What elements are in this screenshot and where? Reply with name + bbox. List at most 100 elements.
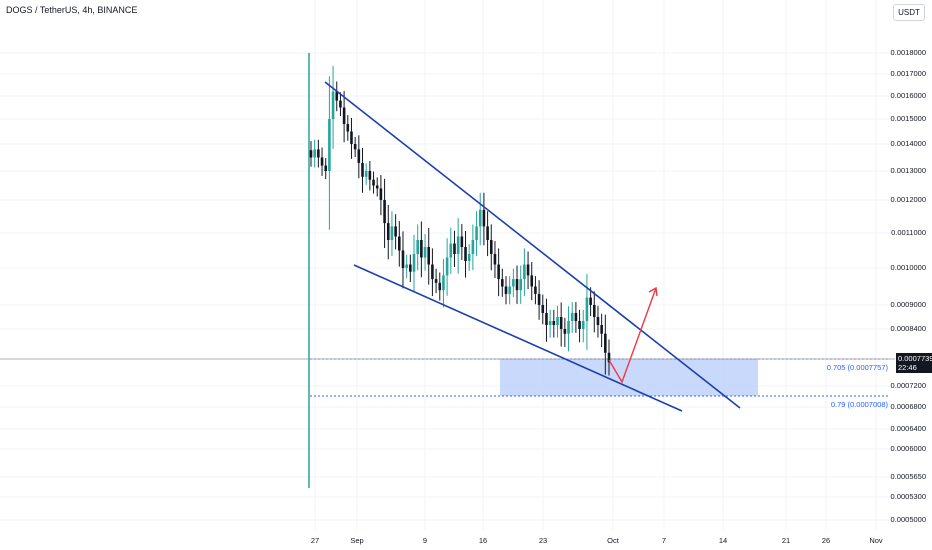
candle-body	[501, 279, 504, 287]
price-tick-label: 0.0005000	[890, 515, 926, 524]
time-tick-label: 23	[538, 536, 548, 545]
candle-body	[523, 264, 526, 280]
candle-body	[357, 149, 361, 163]
candle-body	[563, 329, 567, 334]
candle-body	[379, 188, 383, 200]
candle-body	[412, 254, 416, 272]
time-tick-label: 26	[821, 536, 831, 545]
candle-body	[596, 317, 600, 325]
current-price-value: 0.0007739	[898, 354, 932, 363]
price-tick-label: 0.0007200	[890, 381, 926, 390]
candle-body	[324, 165, 328, 171]
candle-body	[401, 250, 405, 268]
candle-body	[434, 279, 438, 283]
candle-body	[534, 286, 537, 294]
upper-trendline[interactable]	[324, 81, 741, 409]
candle-body	[526, 264, 530, 276]
price-tick-label: 0.0016000	[890, 91, 926, 100]
candle-body	[375, 185, 379, 189]
candle-body	[504, 286, 508, 294]
candle-body	[431, 264, 434, 280]
candle-body	[475, 226, 478, 240]
candle-body	[317, 149, 320, 158]
candle-body	[567, 321, 570, 334]
candle-body	[320, 157, 324, 166]
candle-body	[508, 286, 511, 294]
candle-body	[386, 223, 390, 240]
candle-body	[589, 297, 592, 305]
projection-arrow	[608, 287, 657, 384]
candle-body	[416, 240, 419, 254]
candle-body	[405, 264, 408, 268]
candle-body	[519, 279, 523, 291]
candle-body	[309, 150, 313, 158]
candle-body	[478, 209, 482, 227]
candle-body	[427, 247, 431, 265]
price-tick-label: 0.0005300	[890, 492, 926, 501]
candle-body	[313, 149, 316, 158]
candle-body	[574, 313, 578, 321]
grid-lines	[0, 0, 895, 530]
candle-body	[442, 275, 445, 291]
candle-body	[541, 305, 545, 313]
candle-body	[364, 171, 368, 177]
candle-body	[581, 321, 585, 329]
candle-body	[390, 226, 394, 240]
candle-body	[350, 131, 353, 144]
candles	[309, 66, 611, 376]
candle-body	[445, 257, 449, 276]
candle-body	[383, 200, 386, 224]
candle-body	[420, 240, 423, 258]
price-tick-label: 0.0017000	[890, 69, 926, 78]
candle-body	[482, 209, 486, 227]
fib-label-0705: 0.705 (0.0007757)	[826, 363, 888, 372]
candle-body	[353, 144, 357, 150]
candle-body	[423, 247, 427, 258]
price-tick-label: 0.0012000	[890, 195, 926, 204]
time-tick-label: Sep	[350, 536, 364, 545]
candle-body	[559, 317, 563, 329]
candle-body	[512, 279, 515, 287]
time-tick-label: 7	[661, 536, 667, 545]
candle-body	[464, 247, 467, 261]
price-tick-label: 0.0010000	[890, 263, 926, 272]
fib-label-079: 0.79 (0.0007008)	[830, 400, 888, 409]
candle-body	[530, 275, 534, 287]
candle-body	[493, 254, 497, 265]
candle-body	[368, 171, 372, 180]
candle-body	[604, 333, 607, 353]
candle-body	[346, 124, 350, 132]
candle-body	[515, 279, 519, 291]
candle-body	[489, 240, 493, 254]
price-tick-label: 0.0009000	[890, 300, 926, 309]
candle-body	[449, 243, 453, 258]
time-tick-label: 14	[718, 536, 728, 545]
candle-body	[548, 321, 552, 325]
candle-body	[467, 254, 471, 261]
candle-body	[585, 297, 589, 321]
candle-body	[342, 107, 346, 124]
lower-trendline[interactable]	[353, 264, 683, 412]
time-tick-label: Nov	[869, 536, 883, 545]
price-tick-label: 0.0006000	[890, 444, 926, 453]
currency-button[interactable]: USDT	[893, 4, 925, 21]
candle-body	[453, 243, 456, 254]
candle-body	[556, 317, 559, 325]
candle-body	[570, 313, 574, 321]
candle-body	[552, 321, 556, 325]
candle-body	[394, 226, 397, 237]
candle-body	[331, 91, 335, 119]
candle-body	[335, 91, 339, 101]
candle-body	[438, 282, 442, 291]
projection-arrowhead	[648, 286, 658, 297]
candle-body	[578, 321, 581, 329]
candle-body	[545, 313, 548, 325]
candle-body	[361, 162, 364, 177]
time-tick-label: 27	[310, 536, 320, 545]
candle-body	[409, 264, 412, 272]
bar-countdown: 22:46	[898, 363, 917, 372]
candle-body	[328, 119, 331, 171]
price-tick-label: 0.0014000	[890, 139, 926, 148]
price-tick-label: 0.0018000	[890, 48, 926, 57]
